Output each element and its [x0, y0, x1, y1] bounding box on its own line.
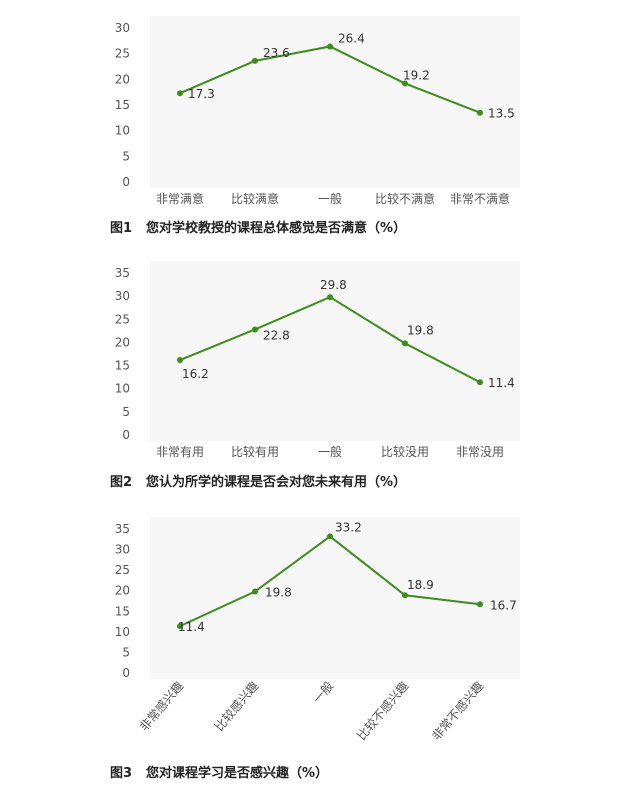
y-tick-label: 35	[115, 266, 130, 280]
x-category-label: 比较感兴趣	[211, 678, 261, 734]
y-tick-label: 15	[115, 359, 130, 373]
figure-2-number: 图2	[110, 475, 133, 490]
y-tick-label: 0	[122, 428, 130, 442]
data-point	[477, 109, 483, 116]
data-label: 16.7	[490, 598, 517, 612]
y-tick-label: 5	[122, 149, 130, 163]
y-tick-label: 10	[115, 625, 130, 639]
data-point	[402, 340, 408, 347]
y-tick-label: 10	[115, 382, 130, 396]
y-tick-label: 5	[122, 645, 130, 659]
figure-1-caption-text: 您对学校教授的课程总体感觉是否满意（%）	[146, 221, 407, 236]
data-point	[177, 90, 183, 97]
data-point	[402, 592, 408, 599]
x-category-label: 一般	[309, 678, 336, 706]
data-point	[327, 43, 333, 50]
y-tick-label: 30	[115, 289, 130, 303]
x-category-label: 比较没用	[381, 444, 429, 459]
figure-3-caption-text: 您对课程学习是否感兴趣（%）	[146, 766, 329, 781]
x-category-label: 非常不感兴趣	[429, 678, 487, 743]
data-label: 18.9	[407, 578, 434, 592]
y-tick-label: 25	[115, 47, 130, 61]
figure-2: 0 5 10 15 20 25 30 35 16.2 22.8 29.8 19.8 11.4 非常有用 比较…	[110, 261, 520, 490]
data-label: 19.8	[265, 586, 292, 600]
plot-area	[150, 16, 520, 188]
x-category-label: 一般	[318, 191, 342, 206]
figure-1-caption: 图1 您对学校教授的课程总体感觉是否满意（%）	[110, 217, 406, 236]
y-tick-label: 25	[115, 312, 130, 326]
data-point	[177, 623, 183, 630]
data-label: 26.4	[338, 31, 365, 45]
data-label: 17.3	[188, 87, 215, 101]
data-label: 29.8	[320, 278, 347, 292]
figure-1: 0 5 10 15 20 25 30 17.3 23.6 26.4 19.2 13.5 非常满意 比较满意…	[0, 0, 637, 250]
data-label: 11.4	[488, 376, 515, 390]
data-label: 33.2	[335, 520, 362, 534]
data-point	[252, 326, 258, 333]
y-tick-label: 30	[115, 21, 130, 35]
data-label: 19.8	[407, 323, 434, 337]
x-category-label: 非常满意	[156, 191, 204, 206]
y-tick-label: 25	[115, 563, 130, 577]
data-point	[327, 294, 333, 301]
x-category-label: 比较满意	[231, 191, 279, 206]
y-tick-label: 10	[115, 124, 130, 138]
data-point	[477, 379, 483, 386]
y-tick-label: 20	[115, 335, 130, 349]
y-tick-label: 20	[115, 72, 130, 86]
data-label: 11.4	[178, 620, 205, 634]
x-category-label: 非常有用	[156, 445, 204, 459]
y-tick-label: 5	[122, 405, 130, 419]
chart-2: 0 5 10 15 20 25 30 35 16.2 22.8 29.8 19.8 11.4 非常有用 比较…	[114, 261, 520, 459]
y-tick-label: 0	[122, 666, 130, 680]
figure-2-caption-text: 您认为所学的课程是否会对您未来有用（%）	[146, 475, 407, 490]
y-tick-label: 30	[115, 543, 130, 557]
x-category-label: 比较有用	[231, 444, 279, 459]
x-category-label: 比较不满意	[375, 191, 435, 206]
data-point	[252, 57, 258, 64]
y-tick-label: 15	[115, 604, 130, 618]
x-category-label: 非常感兴趣	[136, 678, 186, 734]
data-point	[477, 601, 483, 608]
plot-area	[150, 517, 520, 679]
x-category-label: 非常没用	[456, 444, 504, 459]
data-label: 23.6	[263, 46, 290, 60]
data-label: 13.5	[488, 107, 515, 121]
y-tick-label: 20	[115, 584, 130, 598]
figure-1-number: 图1	[110, 221, 133, 236]
data-label: 16.2	[182, 367, 209, 381]
data-point	[327, 533, 333, 540]
figure-2-caption: 图2 您认为所学的课程是否会对您未来有用（%）	[110, 471, 406, 490]
figure-3-caption: 图3 您对课程学习是否感兴趣（%）	[110, 762, 328, 781]
data-point	[252, 588, 258, 595]
plot-area	[150, 261, 520, 441]
y-tick-label: 15	[115, 98, 130, 112]
data-point	[402, 80, 408, 87]
chart-1: 0 5 10 15 20 25 30 17.3 23.6 26.4 19.2 13.5 非常满意 比较满意…	[115, 16, 520, 206]
y-tick-label: 0	[122, 175, 130, 189]
data-point	[177, 357, 183, 364]
x-category-label: 一般	[318, 444, 342, 459]
figure-3-number: 图3	[110, 766, 133, 781]
x-category-label: 非常不满意	[450, 191, 510, 206]
data-label: 19.2	[403, 68, 430, 82]
chart-3: 0510152025303511.419.833.218.916.7非常感兴趣比…	[114, 517, 520, 744]
y-tick-label: 35	[115, 522, 130, 536]
x-category-label: 比较不感兴趣	[354, 678, 412, 743]
data-label: 22.8	[263, 328, 290, 342]
